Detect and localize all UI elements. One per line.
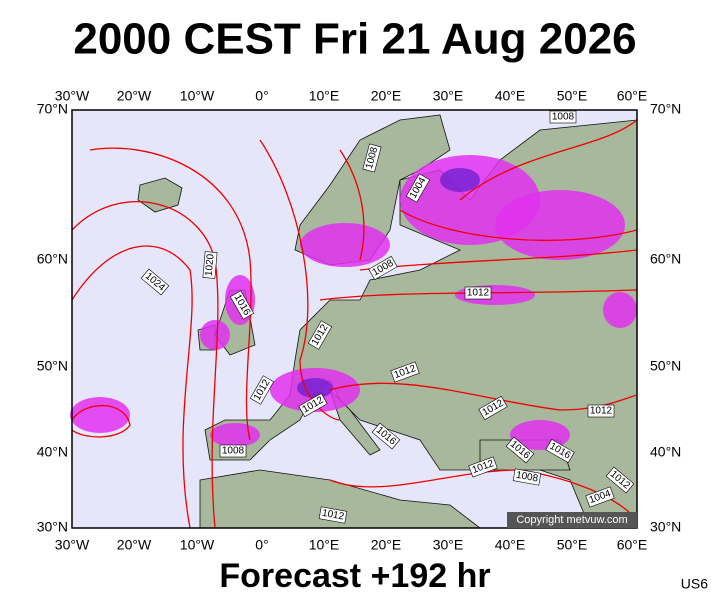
lon-label-top: 20°E <box>371 88 402 104</box>
precipitation <box>70 155 637 450</box>
isobar-label-box <box>468 456 498 478</box>
isobar-label-box <box>587 404 615 418</box>
isobar-label-box <box>405 173 431 203</box>
lon-label-bottom: 0° <box>255 537 268 553</box>
isobar-label-box <box>545 438 575 464</box>
isobar-label: 1012 <box>318 506 348 524</box>
lat-label-right: 50°N <box>650 358 681 374</box>
lat-label-left: 30°N <box>37 519 68 535</box>
isobar-label-box <box>307 320 333 350</box>
isobar-label: 1020 <box>202 251 218 279</box>
lon-label-bottom: 20°E <box>371 537 402 553</box>
lon-label-top: 40°E <box>495 88 526 104</box>
isobar-label-box <box>464 286 492 300</box>
isobar-label-box <box>478 395 508 421</box>
isobar-label: 1008 <box>512 468 542 486</box>
isobar-label-text: 1008 <box>552 112 575 123</box>
isobar-label-box <box>371 422 401 450</box>
isobar-label-box <box>585 486 615 508</box>
lon-label-bottom: 30°E <box>433 537 464 553</box>
lon-label-bottom: 60°E <box>617 537 648 553</box>
lat-label-left: 50°N <box>37 358 68 374</box>
isobar-label-box <box>219 444 247 458</box>
lat-label-left: 70°N <box>37 101 68 117</box>
isobar-label: 1008 <box>549 110 577 124</box>
isobar-label: 1012 <box>464 286 492 300</box>
isobar-label-box <box>318 506 348 524</box>
map-frame <box>71 109 638 529</box>
lon-label-bottom: 10°W <box>180 537 215 553</box>
isobar-label-box <box>505 436 535 464</box>
copyright: Copyright metvuw.com <box>516 514 627 526</box>
lon-label-top: 20°W <box>117 88 152 104</box>
lon-label-top: 10°E <box>309 88 340 104</box>
isobar-label-text: 1012 <box>321 508 345 523</box>
model-code: US6 <box>681 576 708 592</box>
lon-label-top: 50°E <box>557 88 588 104</box>
isobar-label-text: 1020 <box>204 253 217 277</box>
lon-label-bottom: 30°W <box>55 537 90 553</box>
isobar-label-text: 1012 <box>590 406 613 417</box>
isobar-label: 1008 <box>362 143 382 173</box>
lon-label-bottom: 40°E <box>495 537 526 553</box>
lon-label-top: 30°E <box>433 88 464 104</box>
lat-label-left: 40°N <box>37 444 68 460</box>
isobar-label-text: 1008 <box>515 470 539 485</box>
isobar-label-box <box>549 110 577 124</box>
isobar-label-box <box>249 375 275 405</box>
isobar-label-box <box>202 251 218 279</box>
isobar-label-text: 1012 <box>467 288 490 299</box>
lon-label-top: 0° <box>255 88 268 104</box>
lat-label-left: 60°N <box>37 251 68 267</box>
isobar-label-box <box>368 255 398 281</box>
lat-label-right: 70°N <box>650 101 681 117</box>
copyright-box <box>507 512 637 528</box>
isobar-label-box <box>298 392 328 418</box>
isobar-label-text: 1008 <box>222 446 245 457</box>
lon-label-top: 60°E <box>617 88 648 104</box>
isobar-label: 1012 <box>390 361 420 383</box>
lon-label-bottom: 50°E <box>557 537 588 553</box>
isobar-label-box <box>229 290 255 320</box>
isobar-label-box <box>390 361 420 383</box>
title: 2000 CEST Fri 21 Aug 2026 <box>73 15 636 64</box>
isobar-label-box <box>140 268 170 296</box>
isobar-label: 1012 <box>587 404 615 418</box>
lon-label-top: 30°W <box>55 88 90 104</box>
lon-label-bottom: 10°E <box>309 537 340 553</box>
isobar-label-box <box>512 468 542 486</box>
lat-label-right: 40°N <box>650 444 681 460</box>
lon-label-bottom: 20°W <box>117 537 152 553</box>
forecast-label: Forecast +192 hr <box>219 557 490 595</box>
lon-label-top: 10°W <box>180 88 215 104</box>
isobar-label-box <box>605 466 635 494</box>
lat-label-right: 30°N <box>650 519 681 535</box>
lat-label-right: 60°N <box>650 251 681 267</box>
isobar-label: 1008 <box>219 444 247 458</box>
isobar-label-box <box>362 143 382 173</box>
